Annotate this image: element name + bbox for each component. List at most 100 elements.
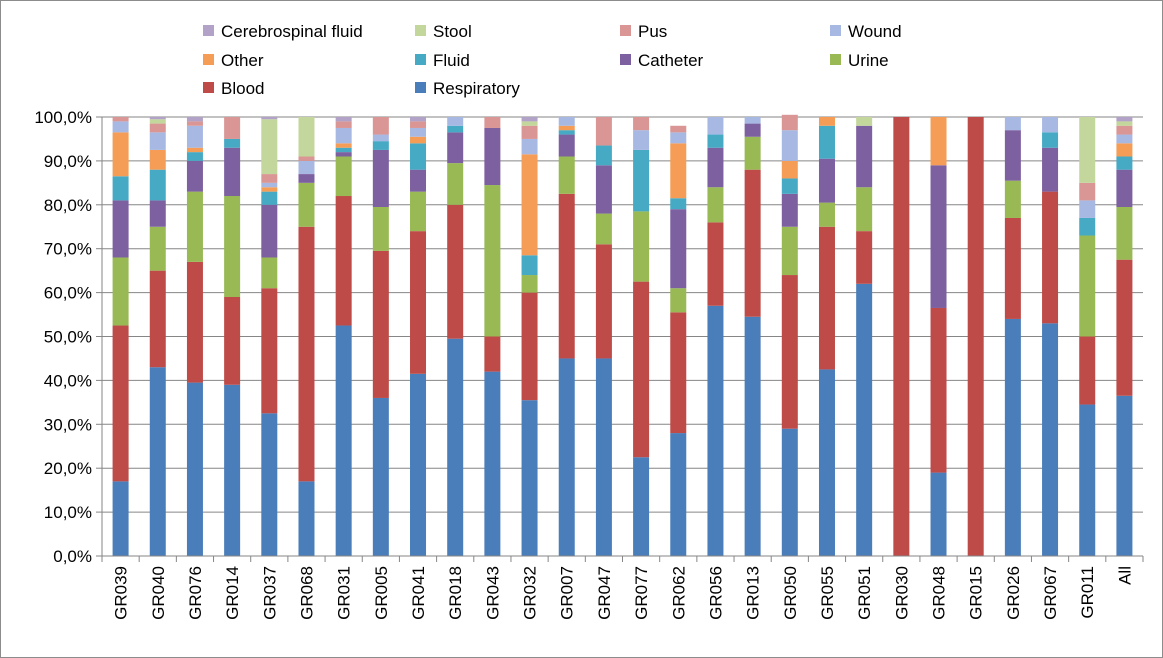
x-tick-label: GR076 bbox=[186, 566, 205, 620]
bar-segment-catheter bbox=[930, 165, 947, 308]
bar-segment-urine bbox=[670, 288, 687, 313]
bar-segment-urine bbox=[707, 187, 724, 223]
bar-segment-catheter bbox=[856, 125, 873, 188]
bar-segment-catheter bbox=[372, 149, 389, 207]
x-tick-label: GR031 bbox=[335, 566, 354, 620]
bar-segment-blood bbox=[707, 222, 724, 306]
legend-swatch-urine bbox=[830, 54, 841, 65]
bar-segment-stool bbox=[149, 119, 166, 124]
bar-segment-blood bbox=[372, 250, 389, 398]
legend-label-urine: Urine bbox=[848, 51, 889, 70]
bar-segment-respiratory bbox=[1042, 323, 1059, 556]
bar-segment-blood bbox=[224, 296, 241, 385]
bar-segment-catheter bbox=[595, 165, 612, 214]
x-tick-label: GR051 bbox=[855, 566, 874, 620]
bar-segment-respiratory bbox=[818, 369, 835, 556]
bar-segment-other bbox=[410, 136, 427, 144]
legend-label-other: Other bbox=[221, 51, 264, 70]
bar-segment-respiratory bbox=[670, 433, 687, 556]
bar-segment-respiratory bbox=[744, 316, 761, 556]
bar-segment-pus bbox=[112, 117, 129, 122]
x-tick-label: GR043 bbox=[483, 566, 502, 620]
bar-segment-fluid bbox=[372, 141, 389, 150]
x-tick-label: GR068 bbox=[297, 566, 316, 620]
bar-segment-fluid bbox=[595, 145, 612, 166]
bar-segment-pus bbox=[410, 121, 427, 128]
x-tick-label: GR048 bbox=[930, 566, 949, 620]
bar-segment-other bbox=[670, 143, 687, 199]
bar-segment-wound bbox=[633, 130, 650, 150]
bar-segment-fluid bbox=[186, 152, 203, 161]
bar-segment-blood bbox=[893, 117, 910, 556]
bar-segment-blood bbox=[818, 226, 835, 370]
bar-segment-wound bbox=[298, 160, 315, 175]
legend-label-blood: Blood bbox=[221, 79, 264, 98]
bar-segment-urine bbox=[298, 182, 315, 227]
bar-segment-fluid bbox=[558, 130, 575, 135]
y-tick-label: 50,0% bbox=[44, 328, 92, 347]
bar-segment-other bbox=[521, 154, 538, 256]
bar-segment-urine bbox=[595, 213, 612, 245]
bar-segment-wound bbox=[112, 121, 129, 133]
bar-segment-stool bbox=[298, 117, 315, 157]
bar-segment-other bbox=[261, 187, 278, 192]
bar-segment-stool bbox=[521, 121, 538, 126]
legend-label-respiratory: Respiratory bbox=[433, 79, 520, 98]
bar-segment-respiratory bbox=[521, 400, 538, 556]
x-tick-label: GR041 bbox=[409, 566, 428, 620]
bar-segment-respiratory bbox=[447, 338, 464, 556]
bar-segment-blood bbox=[149, 270, 166, 368]
bar-segment-respiratory bbox=[930, 472, 947, 556]
bar-segment-urine bbox=[781, 226, 798, 276]
bar-segment-fluid bbox=[670, 198, 687, 210]
bar-segment-wound bbox=[744, 117, 761, 124]
bar-segment-cerebrospinal-fluid bbox=[261, 117, 278, 120]
bar-segment-fluid bbox=[261, 191, 278, 205]
bar-segment-wound bbox=[1042, 117, 1059, 133]
bar-segment-urine bbox=[633, 211, 650, 282]
legend: Cerebrospinal fluid Stool Pus Wound Other Flu… bbox=[203, 22, 902, 98]
bar-segment-respiratory bbox=[186, 382, 203, 556]
bar-segment-cerebrospinal-fluid bbox=[1116, 117, 1133, 122]
bar-segment-urine bbox=[521, 275, 538, 293]
bar-segment-respiratory bbox=[1079, 404, 1096, 556]
legend-swatch-stool bbox=[415, 25, 426, 36]
x-tick-label: GR007 bbox=[558, 566, 577, 620]
bar-segment-blood bbox=[744, 169, 761, 317]
bar-segment-cerebrospinal-fluid bbox=[186, 117, 203, 122]
bar-segment-catheter bbox=[707, 147, 724, 188]
bar-segment-catheter bbox=[558, 134, 575, 157]
x-tick-label: GR056 bbox=[706, 566, 725, 620]
bar-segment-fluid bbox=[521, 255, 538, 276]
x-tick-labels: GR039 GR040 GR076 GR014 GR037 GR068 GR031 GR005… bbox=[112, 566, 1135, 620]
legend-swatch-catheter bbox=[620, 54, 631, 65]
bar-segment-respiratory bbox=[856, 283, 873, 556]
legend-label-fluid: Fluid bbox=[433, 51, 470, 70]
bar-segment-catheter bbox=[1042, 147, 1059, 192]
bar-segment-respiratory bbox=[633, 457, 650, 556]
bar-segment-urine bbox=[112, 257, 129, 326]
bar-segment-catheter bbox=[335, 152, 352, 157]
bar-segment-cerebrospinal-fluid bbox=[335, 117, 352, 122]
x-tick-label: GR077 bbox=[632, 566, 651, 620]
bar-segment-fluid bbox=[633, 149, 650, 212]
legend-swatch-fluid bbox=[415, 54, 426, 65]
bar-segment-fluid bbox=[781, 178, 798, 194]
bar-segment-pus bbox=[670, 125, 687, 133]
legend-label-cerebrospinal-fluid: Cerebrospinal fluid bbox=[221, 22, 363, 41]
x-tick-label: GR047 bbox=[595, 566, 614, 620]
bar-segment-blood bbox=[930, 307, 947, 473]
bar-segment-catheter bbox=[261, 204, 278, 258]
bar-segment-other bbox=[1116, 143, 1133, 157]
legend-swatch-wound bbox=[830, 25, 841, 36]
x-tick-label: GR013 bbox=[744, 566, 763, 620]
bar-segment-urine bbox=[744, 136, 761, 170]
bar-segment-urine bbox=[484, 185, 501, 337]
bar-segment-pus bbox=[1079, 182, 1096, 201]
y-tick-label: 80,0% bbox=[44, 196, 92, 215]
bar-segment-wound bbox=[261, 182, 278, 188]
legend-swatch-pus bbox=[620, 25, 631, 36]
bar-segment-fluid bbox=[818, 125, 835, 159]
bar-segment-blood bbox=[967, 117, 984, 556]
